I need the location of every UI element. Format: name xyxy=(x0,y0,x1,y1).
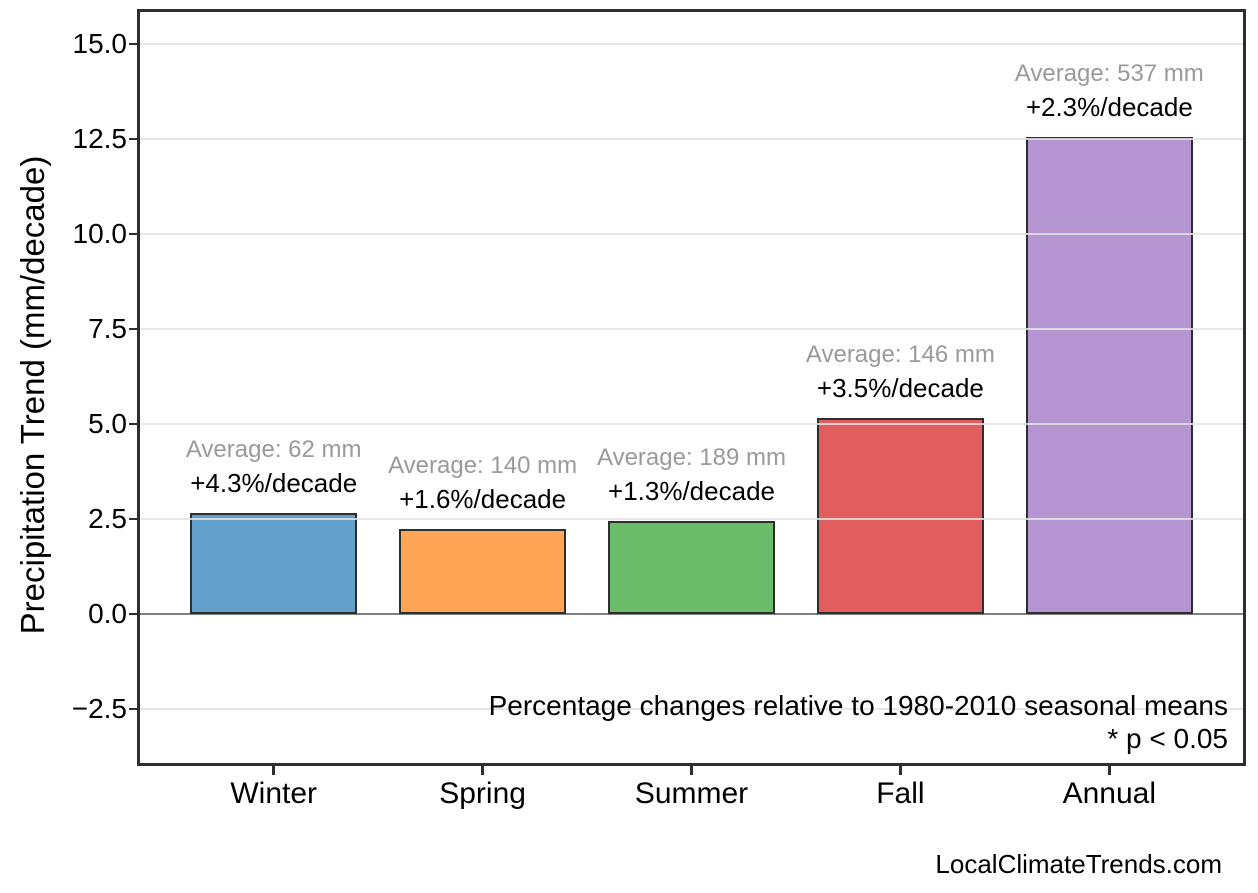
x-tick-mark xyxy=(272,766,276,775)
y-tick-mark xyxy=(129,327,138,330)
bar-average-label: Average: 62 mm xyxy=(185,436,362,464)
watermark-text: LocalClimateTrends.com xyxy=(935,849,1222,879)
grid-line xyxy=(140,232,1243,235)
grid-line xyxy=(140,42,1243,45)
bar-trend-label: +1.3%/decade xyxy=(608,475,775,506)
bar-summer xyxy=(607,520,776,614)
x-tick-label: Annual xyxy=(1062,777,1156,810)
grid-line xyxy=(140,518,1243,520)
bar-annotation-summer: Average: 189 mm +1.3%/decade xyxy=(522,441,862,508)
y-tick-label: 5.0 xyxy=(88,407,127,439)
note-line-pvalue: * p < 0.05 xyxy=(1107,723,1228,754)
bar-annotation-annual: Average: 537 mm +2.3%/decade xyxy=(939,57,1258,124)
plot-border-bottom xyxy=(137,763,1246,766)
note-line-percentage: Percentage changes relative to 1980-2010… xyxy=(488,690,1228,721)
grid-line xyxy=(140,137,1243,140)
y-tick-label: −2.5 xyxy=(71,693,127,725)
y-tick-mark xyxy=(129,422,138,425)
bar-annotation-fall: Average: 146 mm +3.5%/decade xyxy=(730,338,1070,405)
chart-note: Percentage changes relative to 1980-2010… xyxy=(489,689,1228,755)
x-tick-label: Winter xyxy=(230,777,318,810)
bar-trend-label: +2.3%/decade xyxy=(1025,92,1193,123)
y-tick-label: 2.5 xyxy=(88,503,127,534)
x-tick-label: Fall xyxy=(876,777,925,810)
y-tick-label: 12.5 xyxy=(72,122,128,154)
y-tick-mark xyxy=(129,708,138,711)
bar-average-label: Average: 537 mm xyxy=(1014,60,1204,88)
y-tick-mark xyxy=(129,613,138,616)
plot-border-right xyxy=(1243,9,1246,766)
x-tick-mark xyxy=(690,766,693,775)
y-tick-mark xyxy=(129,137,138,140)
bar-fall xyxy=(816,418,984,614)
bar-annotation-spring: Average: 140 mm +1.6%/decade xyxy=(313,449,653,516)
bar-trend-label: +4.3%/decade xyxy=(190,468,358,499)
y-tick-mark xyxy=(129,42,138,45)
x-tick-label: Summer xyxy=(634,777,749,810)
bar-spring xyxy=(399,528,567,614)
y-tick-label: 10.0 xyxy=(72,217,128,249)
plot-border-left xyxy=(137,9,140,766)
bar-average-label: Average: 140 mm xyxy=(388,451,578,479)
zero-line xyxy=(140,613,1243,616)
bar-average-label: Average: 189 mm xyxy=(597,443,786,471)
bar-trend-label: +3.5%/decade xyxy=(816,373,984,404)
y-tick-mark xyxy=(129,232,138,235)
grid-line xyxy=(140,327,1243,330)
plot-border-top xyxy=(137,9,1246,12)
y-tick-label: 0.0 xyxy=(88,598,127,630)
y-tick-label: 15.0 xyxy=(72,27,128,59)
bar-annotation-winter: Average: 62 mm +4.3%/decade xyxy=(104,433,444,500)
bar-average-label: Average: 146 mm xyxy=(805,341,995,369)
y-tick-mark xyxy=(129,518,138,520)
bar-trend-label: +1.6%/decade xyxy=(399,483,567,514)
x-tick-mark xyxy=(481,766,485,775)
y-tick-label: 7.5 xyxy=(88,312,127,344)
x-tick-mark xyxy=(898,766,902,775)
x-tick-mark xyxy=(1107,766,1111,775)
grid-line xyxy=(140,708,1243,711)
grid-line xyxy=(140,422,1243,425)
bar-winter xyxy=(190,513,358,614)
x-tick-label: Spring xyxy=(439,777,526,810)
